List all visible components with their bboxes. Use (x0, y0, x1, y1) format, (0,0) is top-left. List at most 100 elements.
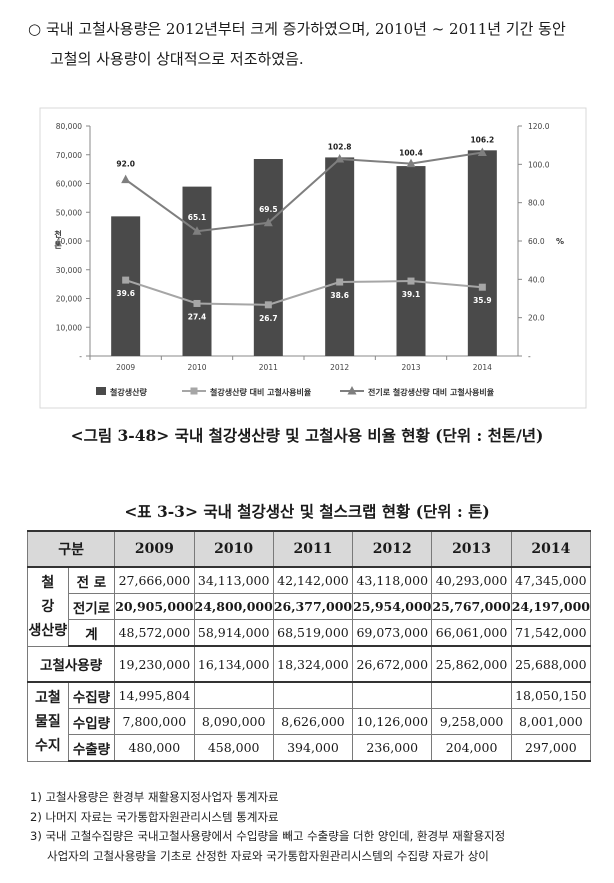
header-year: 2010 (193, 530, 274, 568)
note-line: 2) 나머지 자료는 국가통합자원관리시스템 통계자료 (30, 809, 279, 824)
table-cell: 26,672,000 (352, 645, 433, 683)
x-tick-label: 2011 (259, 363, 278, 372)
table-cell: 458,000 (193, 734, 274, 762)
header-year: 2014 (510, 530, 592, 568)
bar-steel-production (467, 150, 497, 356)
header-year: 2013 (431, 530, 512, 568)
data-label-electric-ratio: 92.0 (116, 160, 135, 169)
line-electric-ratio-series (125, 151, 483, 233)
right-tick-label: 40.0 (528, 275, 545, 284)
table-cell: 42,142,000 (272, 566, 354, 594)
legend-swatch-triangle (347, 386, 357, 395)
square-marker (478, 283, 486, 291)
legend-swatch-square (190, 387, 198, 395)
bar-steel-production (325, 157, 355, 356)
row-label: 수출량 (67, 734, 116, 762)
triangle-marker (335, 153, 345, 163)
table-row: 고철사용량 19,230,000 16,134,000 18,324,000 2… (26, 645, 592, 683)
header-year: 2011 (272, 530, 354, 568)
table-cell (272, 681, 354, 709)
bar-steel-production (396, 166, 426, 356)
triangle-marker (192, 226, 202, 235)
left-tick-label: 20,000 (56, 295, 82, 304)
table-cell: 40,293,000 (431, 566, 512, 594)
table-cell (431, 681, 512, 709)
table-row: 수출량 480,000 458,000 394,000 236,000 204,… (28, 734, 592, 762)
triangle-marker (477, 147, 487, 156)
steel-group-label: 철 강 생산량 (27, 566, 69, 647)
table-cell: 394,000 (272, 734, 354, 762)
x-tick-label: 2012 (330, 363, 349, 372)
row-label: 수집량 (67, 681, 116, 709)
table-row: 전기로 20,905,000 24,800,000 26,377,000 25,… (28, 593, 592, 620)
y-axis-title-char: 천 (54, 229, 61, 239)
left-tick-label: 30,000 (56, 266, 82, 275)
x-tick-label: 2009 (116, 363, 135, 372)
table-cell: 66,061,000 (431, 619, 512, 647)
bar-steel-production (253, 159, 283, 356)
table-cell: 25,688,000 (510, 645, 592, 683)
header-year: 2012 (352, 530, 433, 568)
table-header-row: 구분 2009 2010 2011 2012 2013 2014 (26, 530, 592, 568)
table-cell: 34,113,000 (193, 566, 274, 594)
steel-production-chart: - 10,000 20,000 30,000 40,000 50,000 60,000 70,… (39, 107, 587, 409)
table-cell: 69,073,000 (352, 619, 433, 647)
scrap-group-label: 고철 물질 수지 (27, 681, 69, 762)
right-tick-label: - (528, 352, 531, 361)
left-tick-label: 40,000 (56, 237, 82, 246)
table-cell: 47,345,000 (510, 566, 592, 594)
steel-group-text: 철 강 생산량 (28, 574, 68, 639)
square-marker (193, 299, 201, 307)
left-tick-label: - (79, 352, 82, 361)
right-tick-label: 100.0 (528, 160, 550, 169)
data-label-steel-ratio: 26.7 (259, 314, 278, 323)
y-axis-title-char: 톤 (54, 240, 62, 250)
data-label-steel-ratio: 39.6 (116, 289, 135, 298)
left-tick-label: 70,000 (56, 151, 82, 160)
table-cell: 7,800,000 (114, 708, 195, 735)
table-cell: 43,118,000 (352, 566, 433, 594)
table-cell: 204,000 (431, 734, 512, 762)
row-label: 고철사용량 (26, 645, 116, 683)
note-line: 1) 고철사용량은 환경부 재활용지정사업자 통계자료 (30, 790, 279, 804)
row-label: 전기로 (67, 593, 116, 620)
data-label-electric-ratio: 65.1 (188, 213, 207, 222)
figure-caption: <그림 3-48> 국내 철강생산량 및 고철사용 비율 현황 (단위 : 천톤… (70, 426, 544, 445)
left-tick-label: 50,000 (56, 208, 82, 217)
bar-steel-production (182, 186, 212, 356)
table-cell: 26,377,000 (272, 593, 354, 620)
right-tick-label: 120.0 (528, 122, 550, 131)
legend-label: 전기로 철강생산량 대비 고철사용비율 (368, 387, 495, 397)
table-cell: 8,626,000 (272, 708, 354, 735)
table-cell: 297,000 (510, 734, 592, 762)
table-cell: 71,542,000 (510, 619, 592, 647)
data-label-steel-ratio: 35.9 (473, 296, 492, 305)
intro-line-2: 고철의 사용량이 상대적으로 저조하였음. (50, 50, 304, 68)
data-label-electric-ratio: 100.4 (399, 149, 423, 158)
table-cell (352, 681, 433, 709)
table-row: 철 강 생산량 전 로 27,666,000 34,113,000 42,142,0… (27, 566, 592, 647)
data-label-electric-ratio: 106.2 (470, 135, 494, 144)
left-tick-label: 10,000 (56, 323, 82, 332)
legend-swatch-bar (96, 387, 106, 395)
note-line: 3) 국내 고철수집량은 국내고철사용량에서 수입량을 빼고 수출량을 더한 양… (30, 829, 506, 843)
table-cell: 25,954,000 (352, 593, 433, 620)
chart-frame (39, 107, 587, 409)
table-cell: 27,666,000 (114, 566, 195, 594)
left-tick-label: 80,000 (56, 122, 82, 131)
steel-scrap-table: 구분 2009 2010 2011 2012 2013 2014 철 강 생산량 전… (26, 530, 592, 762)
x-tick-label: 2010 (187, 363, 206, 372)
table-cell: 19,230,000 (114, 645, 195, 683)
intro-line-1: 국내 고철사용량은 2012년부터 크게 증가하였으며, 2010년 ~ 201… (46, 20, 566, 38)
intro-paragraph: ○ 국내 고철사용량은 2012년부터 크게 증가하였으며, 2010년 ~ 20… (28, 14, 600, 74)
table-row: 수입량 7,800,000 8,090,000 8,626,000 10,126… (28, 708, 592, 735)
triangle-marker (406, 158, 416, 168)
table-row: 계 48,572,000 58,914,000 68,519,000 69,07… (28, 619, 592, 647)
x-tick-label: 2014 (473, 363, 492, 372)
left-tick-label: 60,000 (56, 180, 82, 189)
scrap-group-text: 고철 물질 수지 (34, 689, 61, 754)
table-cell: 24,197,000 (510, 593, 592, 620)
data-label-steel-ratio: 27.4 (188, 312, 207, 321)
legend-label: 철강생산량 (110, 387, 147, 397)
triangle-marker (263, 217, 273, 227)
